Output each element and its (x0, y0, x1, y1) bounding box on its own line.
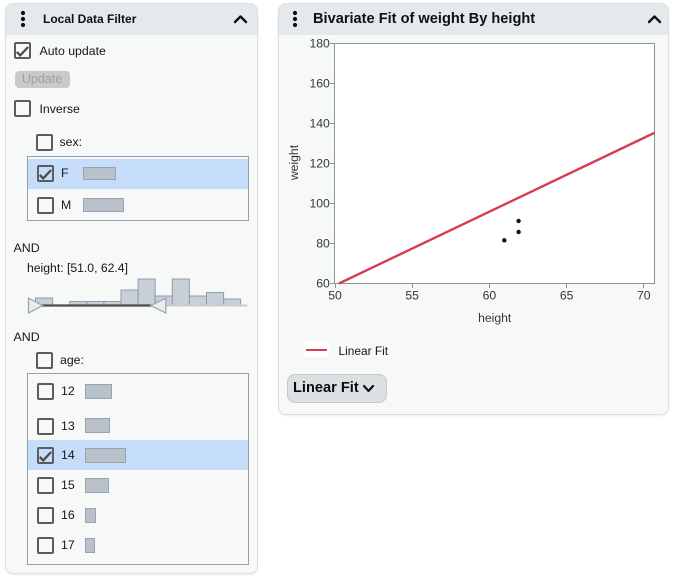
svg-text:180: 180 (309, 37, 330, 51)
svg-text:60: 60 (483, 289, 497, 303)
svg-text:55: 55 (405, 289, 419, 303)
svg-text:140: 140 (309, 117, 330, 131)
svg-text:120: 120 (309, 157, 330, 171)
svg-text:height: height (478, 311, 512, 325)
svg-text:80: 80 (316, 237, 330, 251)
svg-text:100: 100 (309, 197, 330, 211)
svg-text:50: 50 (328, 289, 342, 303)
svg-text:160: 160 (309, 77, 330, 91)
svg-text:65: 65 (560, 289, 574, 303)
svg-text:70: 70 (637, 289, 651, 303)
svg-text:weight: weight (287, 144, 301, 181)
svg-text:60: 60 (316, 277, 330, 291)
